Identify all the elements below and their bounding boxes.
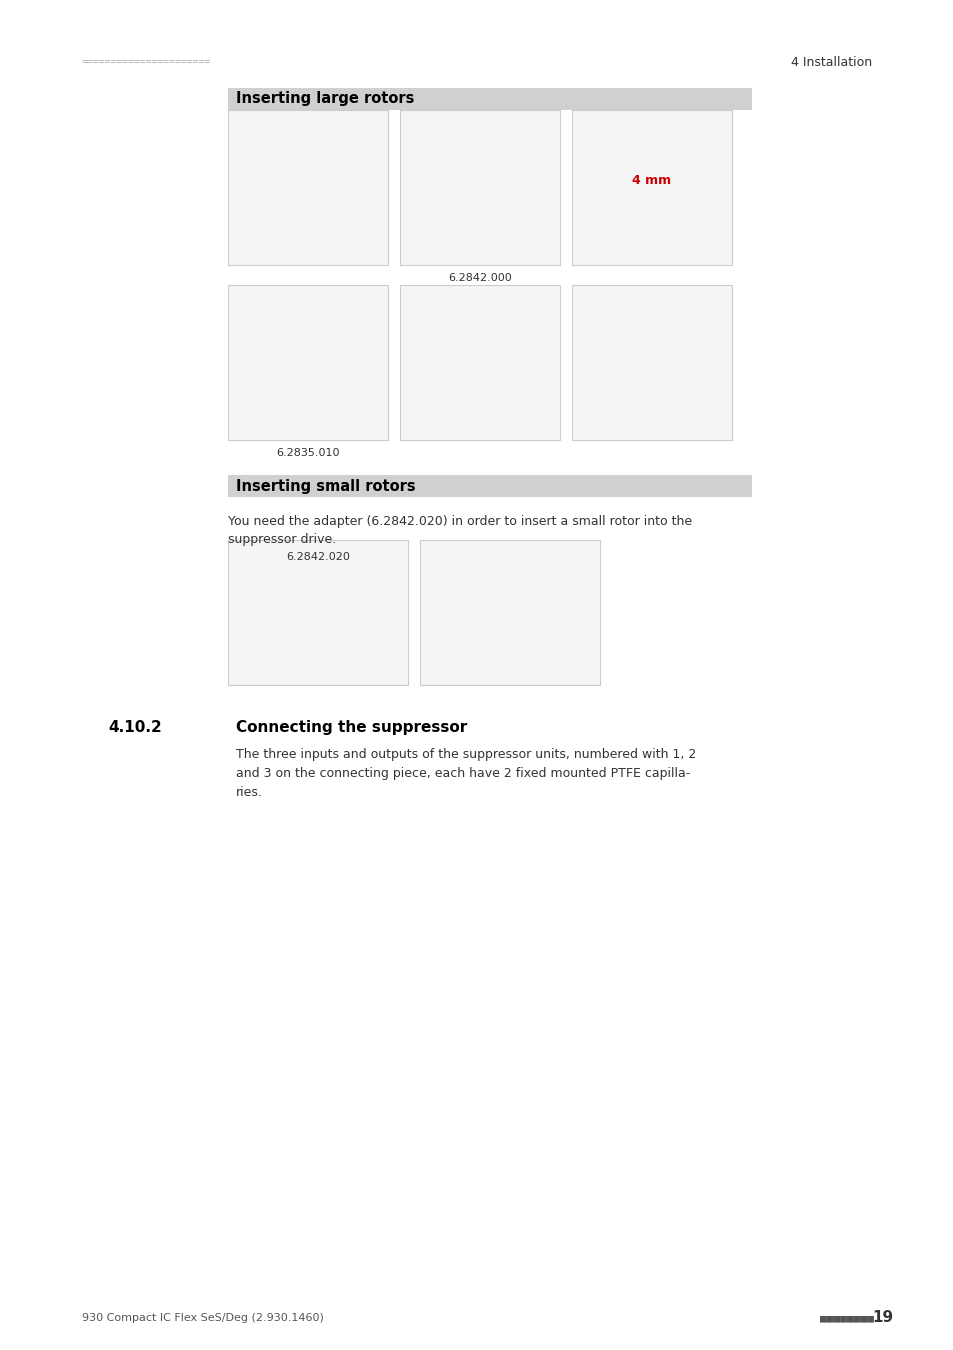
Bar [399, 285, 559, 440]
Text: 6.2842.020: 6.2842.020 [286, 552, 350, 562]
Bar [228, 540, 408, 684]
Text: ======================: ====================== [82, 57, 211, 68]
Text: 4 Installation: 4 Installation [790, 55, 871, 69]
Bar [228, 475, 751, 497]
Text: 4 mm: 4 mm [632, 174, 671, 186]
Bar [228, 285, 388, 440]
Text: 6.2835.010: 6.2835.010 [276, 448, 339, 458]
Text: 930 Compact IC Flex SeS/Deg (2.930.1460): 930 Compact IC Flex SeS/Deg (2.930.1460) [82, 1314, 323, 1323]
Text: ■■■■■■■■: ■■■■■■■■ [820, 1314, 873, 1323]
Bar [419, 540, 599, 684]
Text: 4.10.2: 4.10.2 [108, 720, 162, 734]
Text: The three inputs and outputs of the suppressor units, numbered with 1, 2
and 3 o: The three inputs and outputs of the supp… [235, 748, 696, 799]
Text: Connecting the suppressor: Connecting the suppressor [235, 720, 467, 734]
Text: Inserting large rotors: Inserting large rotors [235, 92, 414, 107]
Text: You need the adapter (6.2842.020) in order to insert a small rotor into the
supp: You need the adapter (6.2842.020) in ord… [228, 514, 691, 545]
Bar [228, 88, 751, 109]
Text: Inserting small rotors: Inserting small rotors [235, 478, 416, 494]
Bar [572, 285, 731, 440]
Bar [572, 109, 731, 265]
Bar [228, 109, 388, 265]
Bar [399, 109, 559, 265]
Text: 6.2842.000: 6.2842.000 [448, 273, 512, 284]
Text: 19: 19 [871, 1311, 892, 1326]
